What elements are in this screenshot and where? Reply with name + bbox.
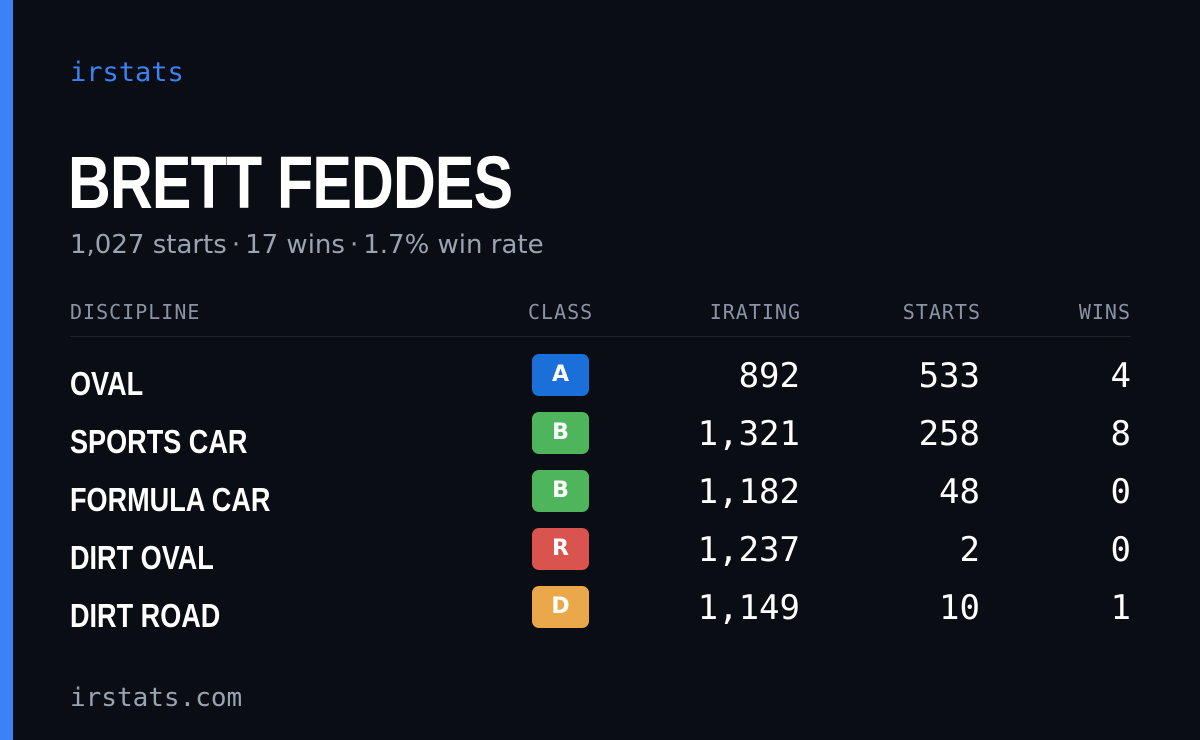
brand-logo-text: irstats	[70, 57, 184, 88]
row-starts: 48	[939, 472, 980, 512]
row-wins: 0	[1110, 472, 1131, 512]
header-irating: IRATING	[709, 300, 801, 324]
table-row: FORMULA CAR B 1,182 48 0	[70, 470, 1131, 528]
table-row: SPORTS CAR B 1,321 258 8	[70, 412, 1131, 470]
row-discipline: FORMULA CAR	[70, 481, 271, 518]
row-irating: 892	[738, 356, 800, 396]
summary-separator: ·	[349, 230, 359, 260]
row-discipline: DIRT OVAL	[70, 539, 214, 576]
row-discipline: SPORTS CAR	[70, 423, 248, 460]
summary-starts: 1,027 starts	[70, 230, 227, 260]
row-irating: 1,182	[697, 472, 800, 512]
summary-separator: ·	[231, 230, 241, 260]
table-row: OVAL A 892 533 4	[70, 354, 1131, 412]
row-starts: 258	[918, 414, 980, 454]
row-irating: 1,237	[697, 530, 800, 570]
row-discipline: OVAL	[70, 365, 144, 402]
row-starts: 533	[918, 356, 980, 396]
row-irating: 1,149	[697, 588, 800, 628]
header-class: CLASS	[528, 300, 594, 324]
footer-url[interactable]: irstats.com	[70, 683, 243, 713]
header-wins: WINS	[1078, 300, 1131, 324]
row-starts: 10	[939, 588, 980, 628]
class-badge: D	[532, 586, 589, 628]
header-starts: STARTS	[902, 300, 981, 324]
row-wins: 1	[1110, 588, 1131, 628]
class-badge: B	[532, 470, 589, 512]
row-discipline: DIRT ROAD	[70, 597, 221, 634]
row-wins: 0	[1110, 530, 1131, 570]
row-wins: 4	[1110, 356, 1131, 396]
header-discipline: DISCIPLINE	[70, 300, 201, 324]
table-row: DIRT OVAL R 1,237 2 0	[70, 528, 1131, 586]
summary-win-rate: 1.7% win rate	[363, 230, 544, 260]
driver-name: BRETT FEDDES	[68, 141, 513, 224]
class-badge: B	[532, 412, 589, 454]
summary-wins: 17 wins	[245, 230, 345, 260]
driver-summary: 1,027 starts · 17 wins · 1.7% win rate	[70, 228, 544, 262]
stats-table-header: DISCIPLINE CLASS IRATING STARTS WINS	[70, 298, 1131, 337]
class-badge: A	[532, 354, 589, 396]
row-starts: 2	[959, 530, 980, 570]
class-badge: R	[532, 528, 589, 570]
accent-bar	[0, 0, 13, 740]
table-row: DIRT ROAD D 1,149 10 1	[70, 586, 1131, 644]
row-wins: 8	[1110, 414, 1131, 454]
row-irating: 1,321	[697, 414, 800, 454]
